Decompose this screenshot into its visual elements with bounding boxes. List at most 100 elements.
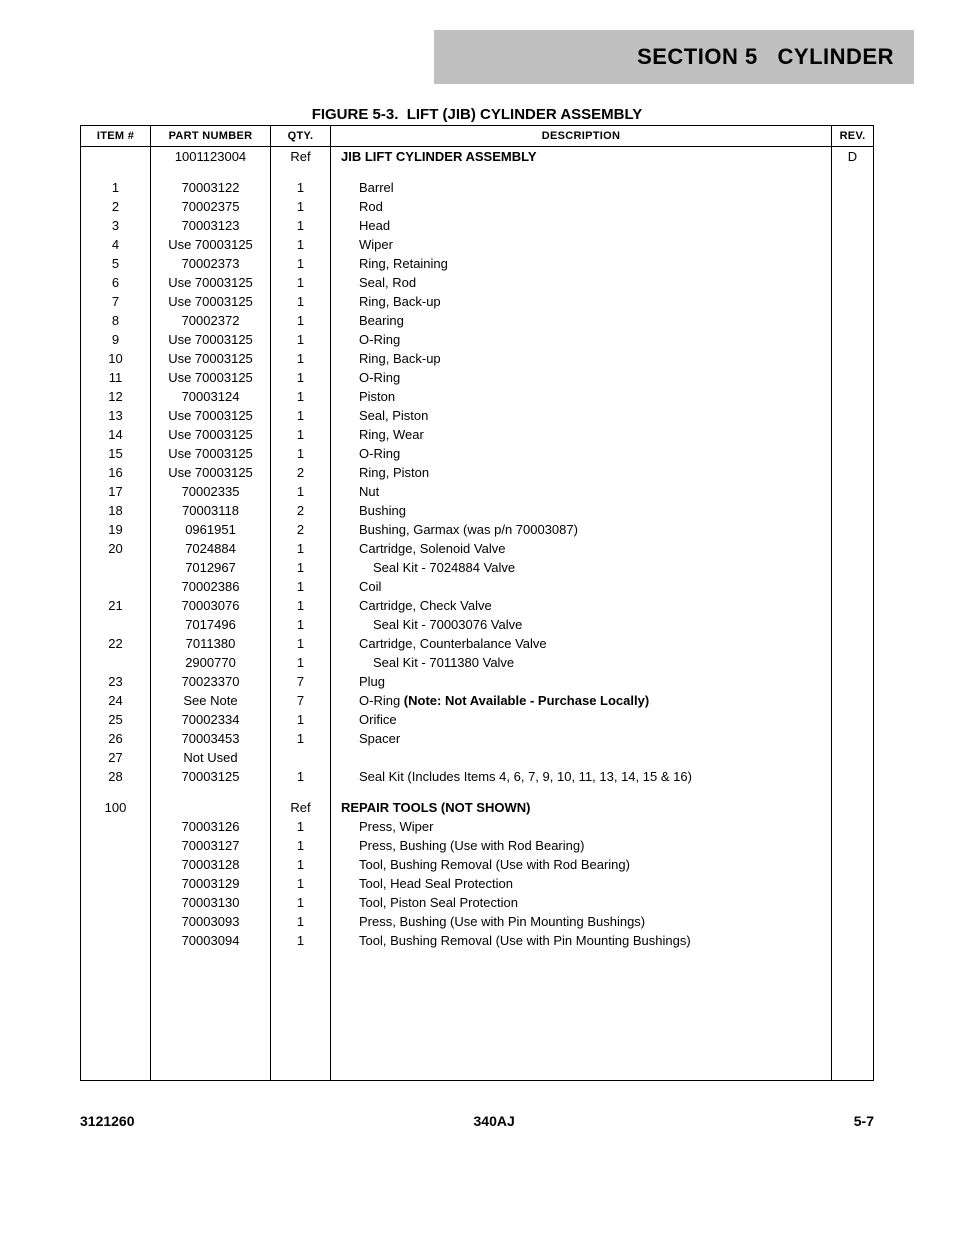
cell-rev bbox=[832, 425, 874, 444]
cell-item: 28 bbox=[81, 767, 151, 786]
cell-part: 0961951 bbox=[151, 520, 271, 539]
cell-qty: 1 bbox=[271, 710, 331, 729]
cell-part: 2900770 bbox=[151, 653, 271, 672]
cell-item: 9 bbox=[81, 330, 151, 349]
table-row: 13Use 700031251Seal, Piston bbox=[81, 406, 874, 425]
cell-desc: Cartridge, Check Valve bbox=[331, 596, 832, 615]
cell-desc: Rod bbox=[331, 197, 832, 216]
table-row: 1700031221Barrel bbox=[81, 178, 874, 197]
cell-rev bbox=[832, 501, 874, 520]
cell-qty: 7 bbox=[271, 672, 331, 691]
cell-qty: 1 bbox=[271, 330, 331, 349]
cell-desc: Bearing bbox=[331, 311, 832, 330]
cell-part: 70003129 bbox=[151, 874, 271, 893]
cell-qty: 2 bbox=[271, 463, 331, 482]
cell-item: 14 bbox=[81, 425, 151, 444]
cell-item: 23 bbox=[81, 672, 151, 691]
cell-item bbox=[81, 836, 151, 855]
cell-part: 70023370 bbox=[151, 672, 271, 691]
table-row: 2700023751Rod bbox=[81, 197, 874, 216]
table-row: 1001123004RefJIB LIFT CYLINDER ASSEMBLYD bbox=[81, 147, 874, 167]
table-row: 26700034531Spacer bbox=[81, 729, 874, 748]
table-row: 4Use 700031251Wiper bbox=[81, 235, 874, 254]
cell-desc: Tool, Piston Seal Protection bbox=[331, 893, 832, 912]
table-row: 1909619512Bushing, Garmax (was p/n 70003… bbox=[81, 520, 874, 539]
table-row: 14Use 700031251Ring, Wear bbox=[81, 425, 874, 444]
cell-rev bbox=[832, 368, 874, 387]
cell-item bbox=[81, 817, 151, 836]
cell-part: 70003128 bbox=[151, 855, 271, 874]
cell-part bbox=[151, 798, 271, 817]
cell-item bbox=[81, 912, 151, 931]
cell-part: 70003076 bbox=[151, 596, 271, 615]
cell-item bbox=[81, 615, 151, 634]
cell-part: 70003118 bbox=[151, 501, 271, 520]
cell-rev bbox=[832, 836, 874, 855]
cell-item: 100 bbox=[81, 798, 151, 817]
table-row: 700031291Tool, Head Seal Protection bbox=[81, 874, 874, 893]
cell-part: Use 70003125 bbox=[151, 330, 271, 349]
section-title: CYLINDER bbox=[778, 44, 894, 69]
cell-item bbox=[81, 558, 151, 577]
table-row bbox=[81, 786, 874, 798]
cell-rev bbox=[832, 653, 874, 672]
table-row: 12700031241Piston bbox=[81, 387, 874, 406]
cell-part: 70003130 bbox=[151, 893, 271, 912]
cell-item bbox=[81, 874, 151, 893]
cell-rev bbox=[832, 691, 874, 710]
cell-part: Use 70003125 bbox=[151, 444, 271, 463]
cell-item: 1 bbox=[81, 178, 151, 197]
table-row: 16Use 700031252Ring, Piston bbox=[81, 463, 874, 482]
cell-part: 7024884 bbox=[151, 539, 271, 558]
cell-item: 2 bbox=[81, 197, 151, 216]
cell-rev bbox=[832, 311, 874, 330]
table-row: 25700023341Orifice bbox=[81, 710, 874, 729]
cell-item: 24 bbox=[81, 691, 151, 710]
cell-qty: 2 bbox=[271, 520, 331, 539]
table-row: 21700030761Cartridge, Check Valve bbox=[81, 596, 874, 615]
table-row: 6Use 700031251Seal, Rod bbox=[81, 273, 874, 292]
cell-qty: 1 bbox=[271, 596, 331, 615]
cell-desc: Spacer bbox=[331, 729, 832, 748]
cell-item bbox=[81, 893, 151, 912]
footer-left: 3121260 bbox=[80, 1113, 135, 1129]
cell-part: Use 70003125 bbox=[151, 235, 271, 254]
cell-qty: 1 bbox=[271, 406, 331, 425]
cell-qty: 1 bbox=[271, 292, 331, 311]
cell-item: 15 bbox=[81, 444, 151, 463]
parts-table-wrap: ITEM # PART NUMBER QTY. DESCRIPTION REV.… bbox=[80, 125, 874, 1081]
cell-rev bbox=[832, 406, 874, 425]
table-row: 5700023731Ring, Retaining bbox=[81, 254, 874, 273]
table-row bbox=[81, 166, 874, 178]
parts-table: ITEM # PART NUMBER QTY. DESCRIPTION REV.… bbox=[80, 125, 874, 1081]
section-label: SECTION 5 bbox=[637, 44, 758, 69]
table-row: 70129671Seal Kit - 7024884 Valve bbox=[81, 558, 874, 577]
cell-qty: 1 bbox=[271, 874, 331, 893]
cell-qty: 1 bbox=[271, 836, 331, 855]
cell-part: 7012967 bbox=[151, 558, 271, 577]
cell-item bbox=[81, 147, 151, 167]
cell-item: 27 bbox=[81, 748, 151, 767]
cell-qty: Ref bbox=[271, 798, 331, 817]
cell-item: 13 bbox=[81, 406, 151, 425]
cell-desc: Press, Wiper bbox=[331, 817, 832, 836]
cell-rev bbox=[832, 558, 874, 577]
table-row: 15Use 700031251O-Ring bbox=[81, 444, 874, 463]
cell-desc: Ring, Retaining bbox=[331, 254, 832, 273]
cell-desc: O-Ring bbox=[331, 330, 832, 349]
cell-desc: Cartridge, Solenoid Valve bbox=[331, 539, 832, 558]
cell-rev bbox=[832, 292, 874, 311]
cell-desc: O-Ring (Note: Not Available - Purchase L… bbox=[331, 691, 832, 710]
cell-desc: Barrel bbox=[331, 178, 832, 197]
cell-qty: 1 bbox=[271, 912, 331, 931]
cell-qty: 1 bbox=[271, 817, 331, 836]
cell-part: 70003094 bbox=[151, 931, 271, 950]
cell-desc: Ring, Piston bbox=[331, 463, 832, 482]
cell-rev bbox=[832, 615, 874, 634]
cell-item: 20 bbox=[81, 539, 151, 558]
table-row: 8700023721Bearing bbox=[81, 311, 874, 330]
cell-qty: 1 bbox=[271, 893, 331, 912]
cell-rev bbox=[832, 710, 874, 729]
cell-desc: Orifice bbox=[331, 710, 832, 729]
cell-desc: Wiper bbox=[331, 235, 832, 254]
